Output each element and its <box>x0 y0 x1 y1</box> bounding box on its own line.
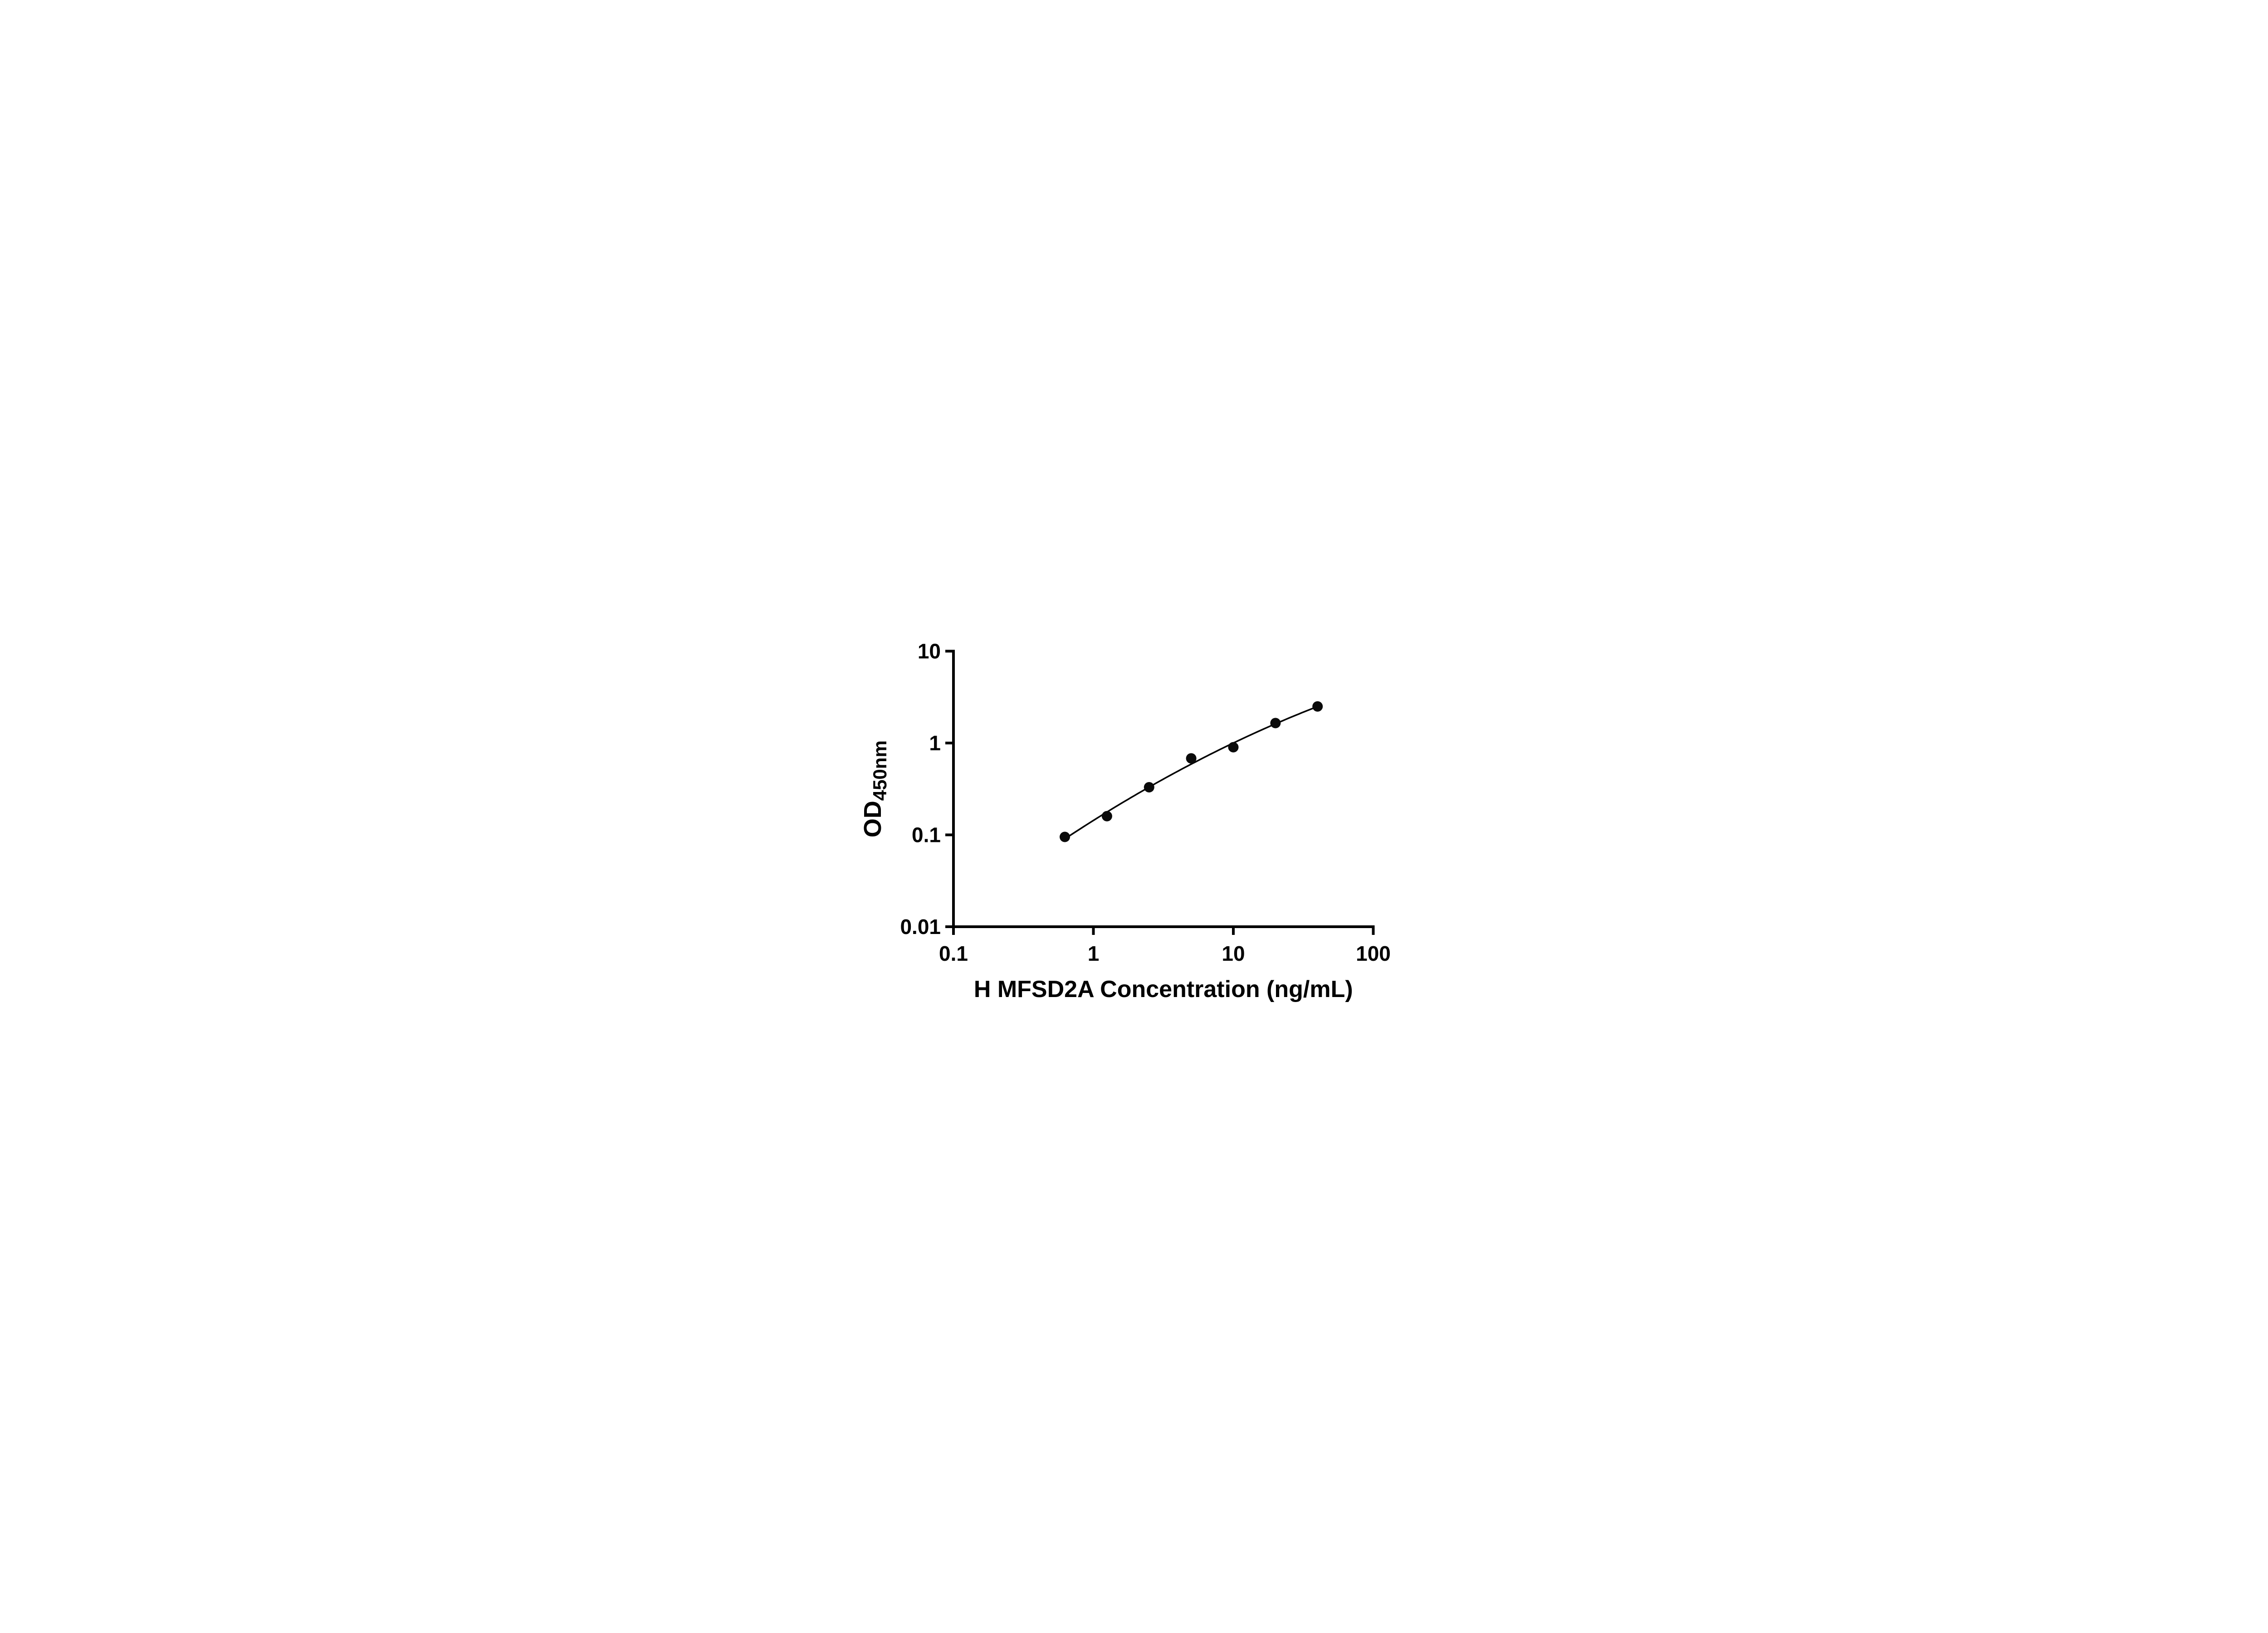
data-point <box>1270 718 1281 728</box>
x-axis-tick-label: 10 <box>1222 942 1245 965</box>
data-point <box>1312 701 1323 712</box>
y-axis-tick-label: 10 <box>917 640 940 663</box>
y-axis-tick-label: 0.01 <box>900 915 941 939</box>
data-point <box>1144 782 1154 792</box>
axis-frame <box>952 650 1374 928</box>
y-axis-tick-label: 1 <box>929 731 941 755</box>
data-point <box>1186 753 1197 764</box>
data-point <box>1059 831 1070 842</box>
x-axis-tick-label: 100 <box>1356 942 1391 965</box>
data-point <box>1101 811 1112 821</box>
chart-canvas: 0.1 1 10 100 0.01 0.1 1 10 H MFSD2A Concentratio… <box>842 612 1426 1021</box>
x-axis-title: H MFSD2A Concentration (ng/mL) <box>973 976 1353 1002</box>
x-axis-tick-label: 1 <box>1087 942 1099 965</box>
x-axis-tick-label: 0.1 <box>939 942 968 965</box>
data-point <box>1228 742 1238 753</box>
y-axis-tick-label: 0.1 <box>912 823 941 847</box>
y-axis-title: OD450nm <box>859 740 890 837</box>
